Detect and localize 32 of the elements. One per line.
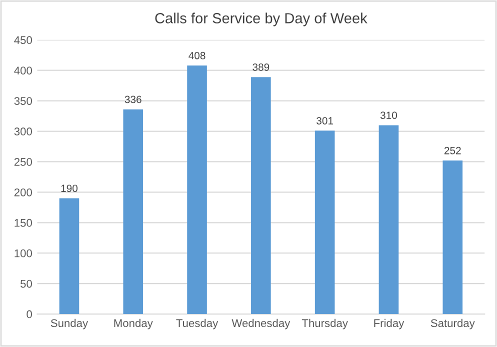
y-tick-label: 350 <box>14 97 32 105</box>
x-tick-label: Tuesday <box>176 318 218 330</box>
y-tick-label: 450 <box>14 36 32 44</box>
y-tick-label: 200 <box>14 188 32 196</box>
data-label: 389 <box>252 63 270 71</box>
x-tick-label: Friday <box>374 318 404 330</box>
x-tick-label: Wednesday <box>232 318 290 330</box>
y-tick-label: 250 <box>14 158 32 166</box>
data-label: 301 <box>316 117 334 124</box>
x-tick-label: Monday <box>114 318 153 330</box>
bar <box>314 130 335 314</box>
data-label: 408 <box>188 52 206 60</box>
bar <box>123 109 144 314</box>
bar <box>251 77 271 314</box>
x-tick-label: Sunday <box>50 318 88 330</box>
bar <box>187 65 207 314</box>
y-tick-label: 0 <box>26 310 32 318</box>
x-tick-label: Saturday <box>430 318 475 330</box>
y-tick-label: 400 <box>14 66 32 74</box>
y-tick-label: 100 <box>14 249 32 258</box>
chart-title: Calls for Service by Day of Week <box>155 12 368 26</box>
bar <box>59 198 80 314</box>
bar <box>378 125 399 314</box>
data-label: 190 <box>61 184 78 192</box>
bar <box>442 160 463 314</box>
x-tick-label: Thursday <box>302 318 348 330</box>
data-label: 310 <box>380 112 398 119</box>
y-tick-label: 50 <box>20 280 32 288</box>
data-label: 252 <box>444 146 461 154</box>
y-tick-label: 300 <box>14 128 32 136</box>
data-label: 336 <box>124 96 142 104</box>
y-tick-label: 150 <box>14 218 32 227</box>
